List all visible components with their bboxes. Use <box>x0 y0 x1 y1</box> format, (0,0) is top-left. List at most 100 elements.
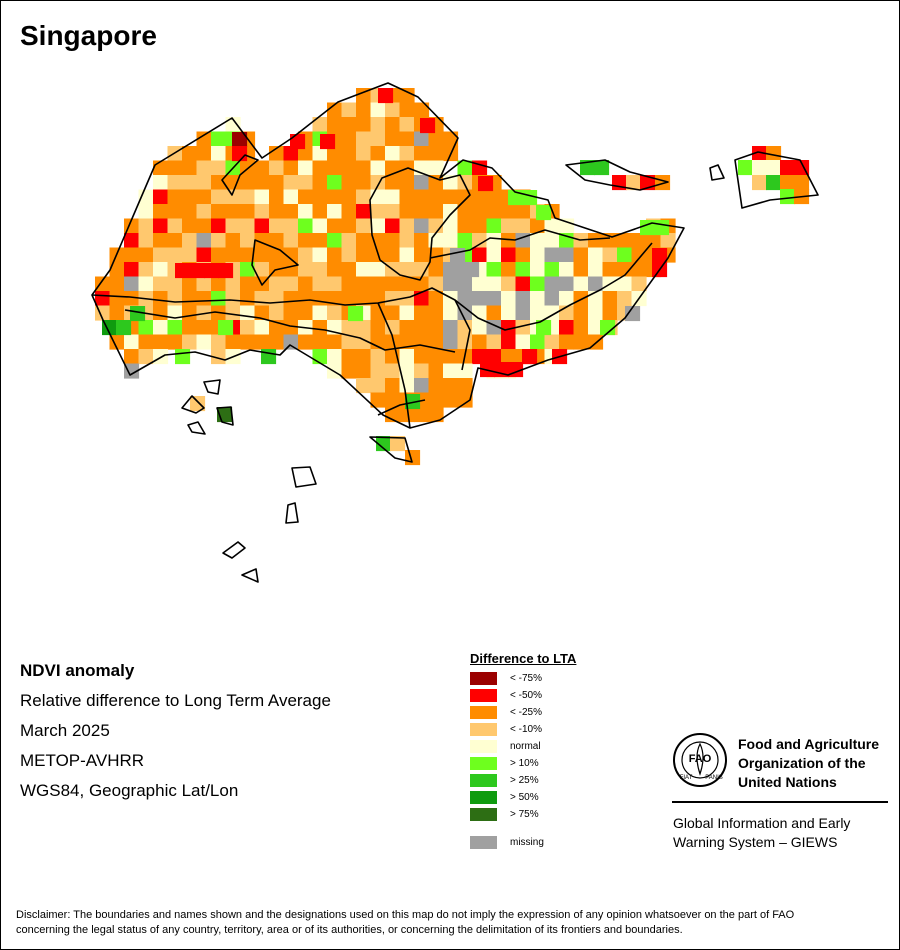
raster-cell <box>348 306 364 322</box>
raster-cell <box>652 248 668 264</box>
raster-cell <box>625 306 641 322</box>
raster-cell <box>254 160 270 176</box>
raster-cell <box>752 160 768 176</box>
raster-cell <box>370 204 386 220</box>
raster-cell <box>298 247 314 263</box>
raster-cell <box>428 407 444 423</box>
raster-cell <box>405 394 421 410</box>
raster-cell <box>196 276 212 292</box>
raster-cell <box>182 175 198 191</box>
raster-cell <box>486 218 502 234</box>
raster-cell <box>341 363 357 379</box>
fao-logo: FAO FIAT PANIS <box>673 733 727 787</box>
raster-cell <box>370 349 386 365</box>
raster-cell <box>153 305 169 321</box>
raster-cell <box>341 247 357 263</box>
raster-cell <box>752 146 768 162</box>
raster-cell <box>356 233 372 249</box>
raster-cell <box>254 305 270 321</box>
legend-swatch <box>470 774 497 787</box>
raster-cell <box>341 218 357 234</box>
raster-cell <box>544 291 560 307</box>
raster-cell <box>312 262 328 278</box>
raster-cell <box>399 363 415 379</box>
raster-cell <box>399 320 415 336</box>
raster-cell <box>486 349 502 365</box>
raster-cell <box>486 204 502 220</box>
raster-cell <box>457 305 473 321</box>
raster-cell <box>320 134 336 150</box>
disclaimer-line: concerning the legal status of any count… <box>16 924 683 936</box>
raster-cell <box>341 117 357 133</box>
raster-cell <box>428 247 444 263</box>
raster-cell <box>298 233 314 249</box>
raster-cell <box>472 218 488 234</box>
raster-cell <box>501 291 517 307</box>
raster-cell <box>356 175 372 191</box>
raster-cell <box>153 218 169 234</box>
legend-items: < -75% < -50% < -25% < -10% normal > 10% > 25%… <box>470 672 576 862</box>
raster-cell <box>298 276 314 292</box>
raster-cell <box>536 320 552 336</box>
raster-cell <box>414 378 430 394</box>
raster-cell <box>559 320 575 336</box>
raster-cell <box>269 334 285 350</box>
raster-cell <box>602 262 618 278</box>
raster-cell <box>457 160 473 176</box>
raster-cell <box>109 291 125 307</box>
raster-cell <box>766 146 782 162</box>
raster-cell <box>211 349 227 365</box>
raster-cell <box>153 349 169 365</box>
raster-cell <box>385 363 401 379</box>
raster-cell <box>501 218 517 234</box>
region-boundary <box>369 167 471 281</box>
raster-cell <box>167 160 183 176</box>
raster-cell <box>356 117 372 133</box>
raster-cell <box>312 175 328 191</box>
raster-cell <box>385 146 401 162</box>
raster-cell <box>385 247 401 263</box>
raster-cell <box>559 276 575 292</box>
raster-cell <box>167 276 183 292</box>
raster-cell <box>594 160 610 176</box>
raster-cell <box>298 160 314 176</box>
raster-cell <box>486 276 502 292</box>
raster-cell <box>269 204 285 220</box>
islet-outline <box>203 379 221 395</box>
raster-cell <box>399 276 415 292</box>
raster-cell <box>196 320 212 336</box>
region-boundary <box>377 399 426 416</box>
raster-cell <box>356 262 372 278</box>
raster-cell <box>457 175 473 191</box>
raster-cell <box>290 134 306 150</box>
raster-cell <box>522 349 538 365</box>
raster-cell <box>428 262 444 278</box>
raster-cell <box>254 291 270 307</box>
raster-cell <box>428 334 444 350</box>
raster-cell <box>399 247 415 263</box>
raster-cell <box>486 291 502 307</box>
raster-cell <box>211 233 227 249</box>
legend-swatch <box>470 836 497 849</box>
raster-cell <box>218 320 234 336</box>
raster-cell <box>515 305 531 321</box>
raster-cell <box>399 102 415 118</box>
legend-label: < -25% <box>510 707 542 718</box>
anomaly-raster <box>95 88 810 466</box>
raster-cell <box>457 320 473 336</box>
raster-cell <box>153 160 169 176</box>
raster-cell <box>428 291 444 307</box>
raster-cell <box>124 276 140 292</box>
pulau-ubin-outline <box>565 159 669 191</box>
raster-cell <box>240 291 256 307</box>
raster-cell <box>204 263 220 279</box>
raster-cell <box>428 218 444 234</box>
raster-cell <box>573 334 589 350</box>
raster-cell <box>414 262 430 278</box>
raster-cell <box>225 117 241 133</box>
raster-cell <box>356 218 372 234</box>
raster-cell <box>327 160 343 176</box>
raster-cell <box>414 305 430 321</box>
raster-cell <box>341 262 357 278</box>
raster-cell <box>283 175 299 191</box>
